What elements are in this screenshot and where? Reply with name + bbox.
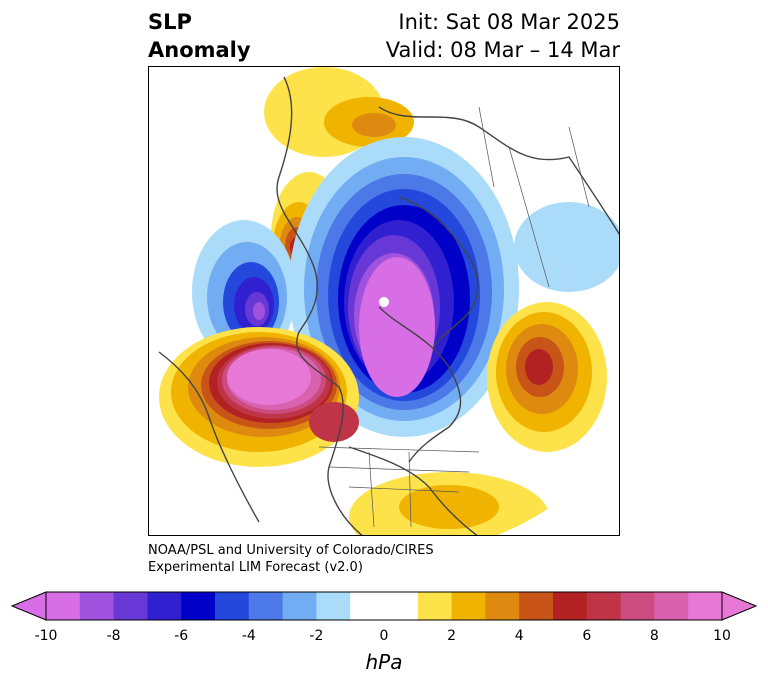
colorbar-tick-label: 10: [713, 628, 731, 644]
colorbar-max-arrow: [721, 591, 758, 621]
colorbar-tick-label: -4: [241, 628, 256, 644]
map-title: SLP Anomaly: [148, 8, 251, 64]
anomaly-map: [148, 66, 620, 536]
colorbar-tick-label: 4: [514, 628, 524, 644]
colorbar-segment: [553, 592, 588, 620]
subtropical-high: [349, 472, 549, 535]
colorbar-frame: [45, 591, 723, 621]
colorbar-units: hPa: [365, 650, 403, 674]
colorbar-segment: [519, 592, 554, 620]
credit-text: NOAA/PSL and University of Colorado/CIRE…: [148, 542, 434, 576]
colorbar-segment: [79, 592, 115, 620]
colorbar-tick-label: 2: [447, 628, 457, 644]
colorbar-tick-label: -6: [174, 628, 189, 644]
colorbar-tick-label: 6: [582, 628, 592, 644]
colorbar-tick-label: 8: [649, 628, 659, 644]
colorbar-tick-label: 0: [379, 628, 389, 644]
colorbar-min-arrow: [10, 591, 47, 621]
init-date: Init: Sat 08 Mar 2025: [398, 10, 620, 34]
colorbar-tick-label: -2: [309, 628, 324, 644]
colorbar-tick-label: -8: [106, 628, 121, 644]
colorbar-segment: [654, 592, 689, 620]
north-atlantic-high: [487, 302, 607, 452]
colorbar-segment: [350, 592, 385, 620]
colorbar-segment: [282, 592, 317, 620]
colorbar-segment: [147, 592, 182, 620]
colorbar-segment: [688, 592, 723, 620]
arctic-low: [289, 137, 519, 437]
credit-line-1: NOAA/PSL and University of Colorado/CIRE…: [148, 543, 434, 558]
colorbar-segment: [586, 592, 622, 620]
forecast-dates: Init: Sat 08 Mar 2025 Valid: 08 Mar – 14…: [386, 8, 620, 64]
colorbar-segment: [417, 592, 453, 620]
colorbar-segment: [485, 592, 520, 620]
valid-dates: Valid: 08 Mar – 14 Mar: [385, 38, 620, 62]
colorbar-segment: [248, 592, 284, 620]
colorbar-segment: [384, 592, 419, 620]
colorbar-segment: [181, 592, 216, 620]
colorbar: [10, 591, 758, 621]
colorbar-segment: [46, 592, 81, 620]
credit-line-2: Experimental LIM Forecast (v2.0): [148, 560, 363, 575]
colorbar-segment: [620, 592, 655, 620]
gulf-of-alaska-high: [159, 327, 359, 467]
colorbar-segment: [215, 592, 250, 620]
colorbar-tick-label: -10: [34, 628, 58, 644]
title-line-1: SLP: [148, 10, 192, 34]
colorbar-segment: [316, 592, 351, 620]
colorbar-segment: [113, 592, 148, 620]
atlantic-arctic-low: [514, 202, 619, 292]
borders: [318, 106, 590, 528]
title-line-2: Anomaly: [148, 38, 251, 62]
siberia-high: [264, 67, 414, 157]
map-svg: [158, 67, 619, 535]
colorbar-segment: [451, 592, 486, 620]
